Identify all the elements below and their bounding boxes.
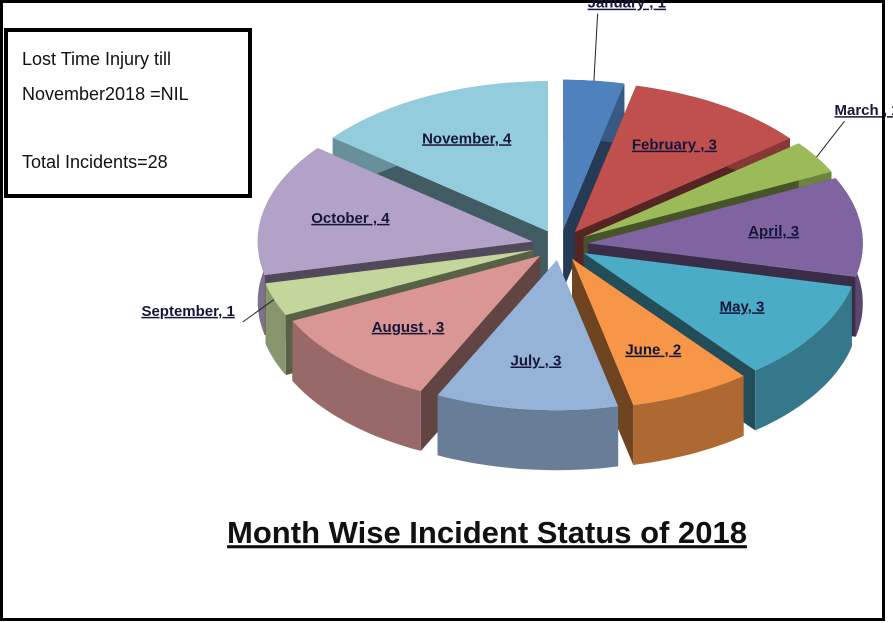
slice [437,260,619,411]
slice-side [265,283,286,376]
slice-side [633,376,744,465]
data-label: September, 1 [141,303,234,320]
data-label: August , 3 [372,319,445,336]
pie: January , 1 February , 3 March , 1 April, 3… [141,0,893,471]
data-label: October , 4 [311,210,390,227]
slice-side [292,320,421,451]
slice [574,85,790,233]
data-label: May, 3 [720,298,765,315]
leader-line [593,13,599,81]
slice [265,250,534,316]
data-label: June , 2 [625,342,681,359]
slice-side [755,286,852,431]
note-line: November2018 =NIL [22,84,189,104]
slice [292,255,541,391]
leader-line [816,120,845,158]
note-box [4,28,252,198]
note-line: Lost Time Injury till [22,49,171,69]
slice [587,178,863,277]
data-label: April, 3 [748,223,799,240]
slice [257,148,533,275]
data-label: March , 1 [834,102,893,119]
data-label: July , 3 [510,353,561,370]
data-label: January , 1 [588,0,666,12]
slice [572,258,744,405]
slice-side [437,395,619,471]
slice [332,81,548,232]
slice [583,143,832,237]
note-line: Total Incidents=28 [22,152,168,172]
data-label: February , 3 [632,137,717,154]
data-label: November, 4 [422,130,512,147]
leader-line [242,299,275,323]
slice [563,79,625,230]
chart-title: Month Wise Incident Status of 2018 [227,515,747,550]
slice [583,253,852,371]
